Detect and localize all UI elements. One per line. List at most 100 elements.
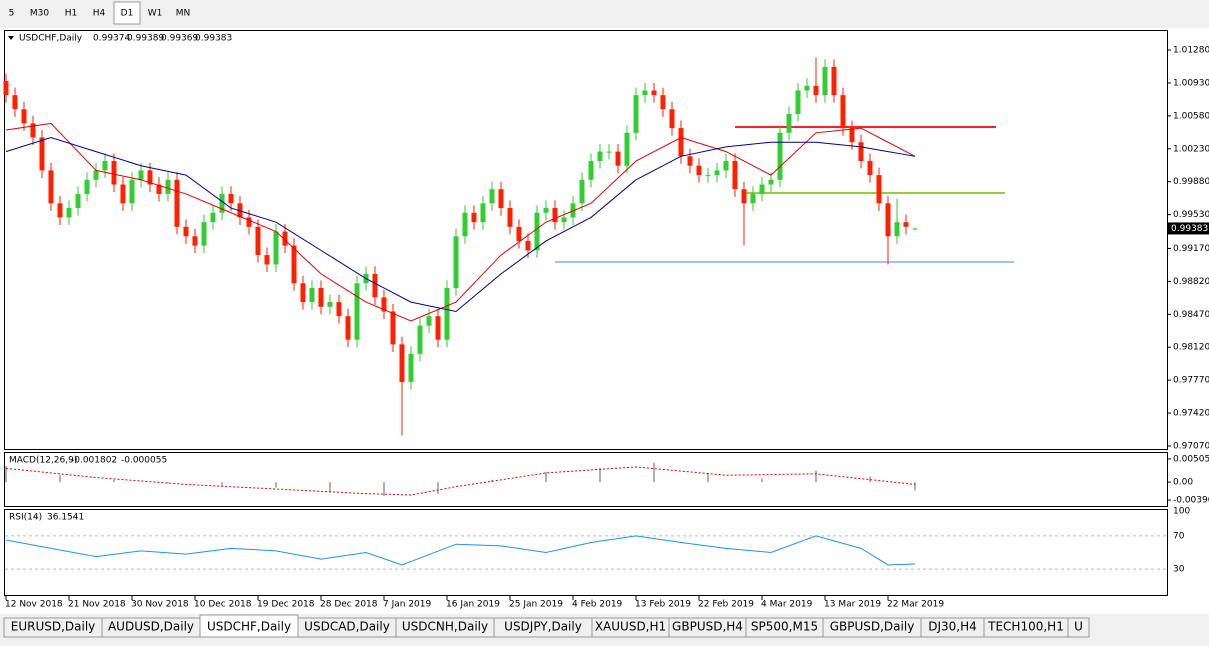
candle-body [804, 85, 810, 91]
moving-average [5, 122, 916, 322]
timeframe-button[interactable]: H1 [65, 9, 78, 19]
macd-bar [707, 472, 709, 483]
date-label: 30 Nov 2018 [131, 600, 189, 610]
tab-label[interactable]: USDCAD,Daily [304, 620, 390, 634]
candle-body [228, 193, 234, 204]
timeframe-button[interactable]: M30 [30, 9, 49, 19]
y-tick-label: -0.003909 [1173, 496, 1209, 506]
macd-bar [869, 476, 871, 483]
candle-body [498, 189, 504, 209]
candle-body [57, 203, 63, 218]
candle-body [588, 161, 594, 180]
candle-body [741, 189, 747, 204]
y-tick-label: 1.01280 [1173, 46, 1209, 56]
date-label: 21 Nov 2018 [68, 600, 126, 610]
tab-label[interactable]: USDJPY,Daily [504, 620, 582, 634]
candle-body [309, 287, 315, 303]
candle-body [543, 208, 549, 213]
y-tick-label: 0.97070 [1173, 441, 1209, 451]
candle-body [714, 170, 720, 176]
macd-bar [545, 472, 547, 483]
timeframe-button[interactable]: W1 [148, 9, 163, 19]
candle-body [327, 302, 333, 307]
candle-body [39, 137, 45, 171]
candle-body [903, 222, 909, 227]
candle-body [840, 95, 846, 129]
date-label: 12 Nov 2018 [5, 600, 63, 610]
candle-body [615, 151, 621, 166]
y-tick-label: 0.98120 [1173, 343, 1209, 353]
candle-body [885, 203, 891, 237]
tab-label[interactable]: DJ30,H4 [928, 620, 977, 634]
date-label: 4 Mar 2019 [761, 600, 813, 610]
timeframe-active [113, 1, 141, 25]
candle-body [345, 316, 351, 340]
macd-bar [167, 482, 169, 484]
candle-body [561, 217, 567, 223]
ohlc-value: 0.99383 [195, 34, 232, 44]
tab-label[interactable]: U [1074, 620, 1083, 634]
macd-bar [761, 478, 763, 483]
candle-body [444, 287, 450, 340]
macd-panel [4, 452, 1168, 507]
candle-body [831, 66, 837, 96]
timeframe-button[interactable]: 5 [9, 9, 15, 19]
timeframe-button[interactable]: H4 [93, 9, 106, 19]
tab-label[interactable]: XAUUSD,H1 [595, 620, 666, 634]
y-tick-label: 0.00 [1173, 478, 1193, 488]
tab-label[interactable]: SP500,M15 [751, 620, 818, 634]
y-tick-label: 0.98820 [1173, 277, 1209, 287]
timeframe-button[interactable]: D1 [121, 9, 134, 19]
candle-body [183, 226, 189, 237]
candle-body [480, 203, 486, 223]
candle-body [111, 161, 117, 185]
candle-body [579, 179, 585, 204]
tab-label[interactable]: GBPUSD,H4 [672, 620, 743, 634]
y-tick-label: 1.00230 [1173, 144, 1209, 154]
candle-body [156, 184, 162, 194]
candle-body [516, 226, 522, 241]
candle-body [417, 325, 423, 354]
candle-body [453, 236, 459, 288]
y-tick-label: 70 [1173, 531, 1185, 541]
candle-body [246, 217, 252, 227]
candle-body [84, 179, 90, 194]
ohlc-value: 0.99369 [161, 34, 198, 44]
timeframe-button[interactable]: MN [176, 9, 191, 19]
rsi-line [5, 535, 916, 566]
candle-body [678, 128, 684, 157]
tab-label[interactable]: GBPUSD,Daily [830, 620, 915, 634]
candle-body [597, 151, 603, 162]
candle-body [3, 81, 9, 96]
candle-body [552, 208, 558, 223]
y-tick-label: 0.99530 [1173, 210, 1209, 220]
candle-body [408, 353, 414, 383]
candle-body [264, 255, 270, 265]
macd-bar [914, 482, 916, 491]
date-label: 4 Feb 2019 [572, 600, 623, 610]
candle-body [687, 156, 693, 166]
macd-title: MACD(12,26,9) [9, 456, 77, 466]
tab-label[interactable]: EURUSD,Daily [11, 620, 96, 634]
date-label: 22 Feb 2019 [698, 600, 754, 610]
macd-bar [437, 482, 439, 494]
candle-body [912, 228, 918, 230]
candle-body [624, 132, 630, 166]
tab-label[interactable]: TECH100,H1 [987, 620, 1064, 634]
date-label: 25 Jan 2019 [509, 600, 563, 610]
tab-label[interactable]: USDCHF,Daily [207, 620, 291, 634]
candle-body [390, 311, 396, 345]
tab-label[interactable]: USDCNH,Daily [402, 620, 488, 634]
tab[interactable] [1067, 617, 1090, 638]
candle-body [66, 208, 72, 218]
candle-body [219, 193, 225, 213]
candle-body [192, 236, 198, 246]
tab-label[interactable]: AUDUSD,Daily [108, 620, 194, 634]
candle-body [489, 189, 495, 204]
candle-body [165, 179, 171, 194]
macd-bar [815, 470, 817, 483]
menu-arrow [8, 36, 14, 40]
date-label: 13 Mar 2019 [824, 600, 881, 610]
candle-body [795, 90, 801, 114]
